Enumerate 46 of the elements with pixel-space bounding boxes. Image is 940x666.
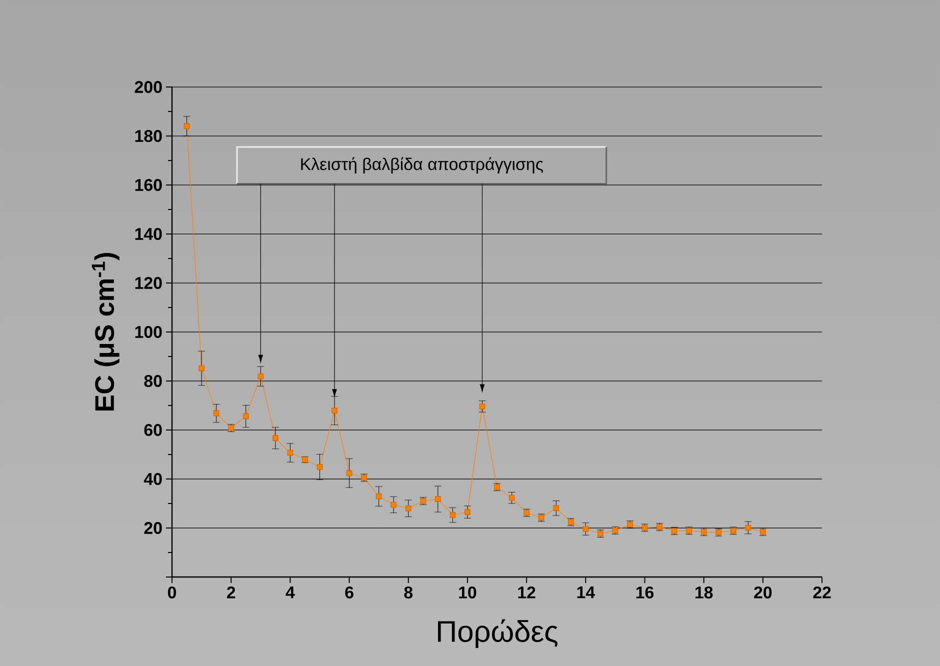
x-tick-label: 2 bbox=[226, 586, 236, 598]
point bbox=[390, 502, 396, 508]
point bbox=[332, 408, 338, 414]
x-tick-label: 4 bbox=[286, 586, 295, 598]
point bbox=[553, 505, 559, 512]
point bbox=[405, 505, 412, 512]
x-tick-label: 18 bbox=[695, 586, 713, 598]
point bbox=[508, 494, 515, 501]
x-tick-label: 20 bbox=[754, 586, 772, 598]
point bbox=[272, 435, 278, 441]
y-tick-label: 100 bbox=[135, 326, 162, 338]
point bbox=[213, 410, 220, 416]
y-tick-label: 200 bbox=[134, 80, 162, 93]
point bbox=[745, 524, 752, 531]
point bbox=[435, 496, 441, 502]
point bbox=[184, 123, 190, 130]
y-tick-label: 20 bbox=[144, 522, 162, 534]
annotation: Κλειστή βαλβίδα αποστράγγισης bbox=[301, 157, 543, 174]
x-tick-label: 6 bbox=[345, 586, 354, 598]
point bbox=[287, 450, 294, 456]
point bbox=[450, 512, 456, 518]
y-tick-label: 180 bbox=[135, 130, 162, 142]
x-tick-label: 16 bbox=[636, 586, 654, 598]
point bbox=[198, 365, 204, 372]
x-axis-title: Πορώδες bbox=[438, 619, 558, 648]
x-tick-label: 10 bbox=[459, 586, 476, 598]
x-tick-label: 12 bbox=[518, 586, 536, 598]
point bbox=[258, 373, 264, 380]
point bbox=[346, 470, 352, 476]
y-tick-label: 140 bbox=[135, 228, 162, 240]
y-tick-label: 120 bbox=[135, 276, 162, 289]
y-tick-label: 80 bbox=[144, 374, 162, 387]
y-tick-label: 40 bbox=[144, 472, 162, 485]
point bbox=[242, 413, 249, 420]
point bbox=[479, 404, 486, 410]
text: EC (μS cm$^{-1}$) bbox=[92, 252, 120, 411]
point bbox=[316, 464, 323, 470]
x-tick-label: 0 bbox=[168, 586, 176, 598]
x-tick-label: 14 bbox=[577, 586, 595, 598]
point bbox=[582, 526, 589, 532]
x-tick-label: 22 bbox=[813, 586, 831, 598]
y-tick-label: 60 bbox=[144, 424, 162, 436]
x-tick-label: 8 bbox=[404, 586, 413, 598]
point bbox=[376, 493, 382, 500]
y-tick-label: 160 bbox=[135, 178, 162, 191]
point bbox=[464, 509, 470, 515]
